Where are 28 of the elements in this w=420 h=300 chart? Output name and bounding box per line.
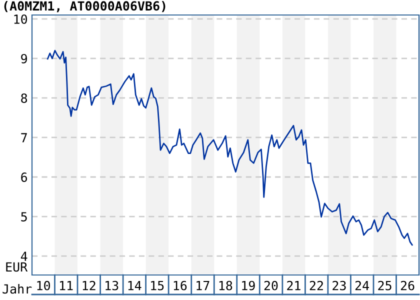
y-tick-label: 9 bbox=[21, 54, 27, 64]
y-tick-label: 4 bbox=[20, 252, 28, 261]
y-tick-label: 10 bbox=[14, 14, 28, 24]
x-tick-label: 20 bbox=[264, 280, 278, 290]
y-tick-label: 6 bbox=[21, 172, 28, 182]
x-tick-label: 26 bbox=[400, 280, 414, 290]
x-tick-label: 22 bbox=[310, 280, 323, 290]
y-axis-title: EUR bbox=[6, 262, 28, 272]
y-tick-label: 8 bbox=[21, 93, 28, 103]
x-tick-label: 15 bbox=[151, 281, 164, 290]
x-tick-label: 14 bbox=[128, 281, 142, 290]
x-tick-label: 12 bbox=[82, 280, 96, 290]
x-tick-label: 16 bbox=[174, 280, 187, 290]
y-tick-label: 7 bbox=[21, 133, 27, 142]
x-tick-label: 19 bbox=[242, 280, 255, 290]
chart-title: (A0MZM1, AT0000A06VB6) bbox=[4, 0, 166, 12]
x-tick-label: 23 bbox=[332, 280, 346, 290]
x-tick-label: 21 bbox=[287, 280, 300, 290]
y-tick-label: 5 bbox=[21, 212, 27, 222]
x-tick-label: 24 bbox=[355, 280, 369, 290]
x-tick-label: 10 bbox=[37, 280, 50, 290]
x-axis-title: Jahr bbox=[2, 284, 32, 294]
x-tick-label: 11 bbox=[60, 281, 73, 290]
x-tick-label: 13 bbox=[106, 280, 118, 290]
x-tick-label: 17 bbox=[196, 281, 210, 290]
x-tick-label: 25 bbox=[378, 280, 392, 290]
line-series bbox=[46, 50, 413, 246]
x-tick-label: 18 bbox=[219, 280, 232, 290]
